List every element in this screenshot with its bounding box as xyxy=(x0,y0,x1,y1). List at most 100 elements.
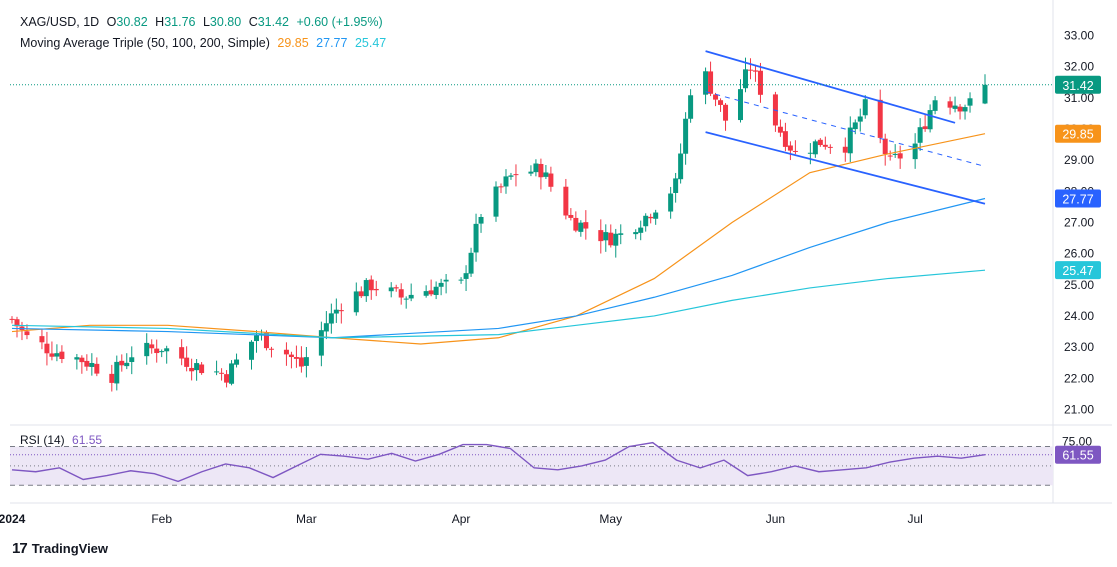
candle-body xyxy=(89,363,95,367)
x-tick-label: 2024 xyxy=(0,512,26,526)
candle-body xyxy=(423,291,429,296)
brand-name: TradingView xyxy=(31,541,109,556)
candle-body xyxy=(917,127,923,143)
axis-label-sma100-text: 27.77 xyxy=(1062,193,1093,207)
candle-body xyxy=(288,354,294,358)
candle-body xyxy=(84,360,90,367)
candle-body xyxy=(94,363,100,374)
candle-body xyxy=(353,291,359,313)
x-tick-label: Jul xyxy=(907,512,922,526)
candle-body xyxy=(368,279,374,291)
tradingview-logo[interactable]: 17 TradingView xyxy=(12,540,108,557)
ma-label[interactable]: Moving Average Triple (50, 100, 200, Sim… xyxy=(20,36,270,50)
ma-line-sma50 xyxy=(11,133,986,345)
candle-body xyxy=(633,232,639,235)
candle-body xyxy=(9,318,15,320)
axis-label-sma200 xyxy=(1055,261,1101,280)
candle-body xyxy=(653,212,659,219)
x-tick-label: Feb xyxy=(151,512,172,526)
candle-body xyxy=(877,99,883,138)
axis-label-sma50-text: 29.85 xyxy=(1062,128,1093,142)
candle-body xyxy=(723,104,729,121)
candle-body xyxy=(179,347,185,359)
ohlc-header: XAG/USD, 1D O30.82 H31.76 L30.80 C31.42 … xyxy=(20,15,387,29)
candle-body xyxy=(608,232,614,246)
candle-body xyxy=(947,101,953,108)
candle-body xyxy=(528,171,534,174)
candle-body xyxy=(253,335,259,342)
candle-body xyxy=(757,70,763,95)
candle-body xyxy=(673,178,679,193)
candle-body xyxy=(957,106,963,112)
candle-body xyxy=(263,332,269,349)
candle-body xyxy=(548,173,554,187)
candle-body xyxy=(927,110,933,130)
candle-body xyxy=(189,367,195,372)
candle-body xyxy=(358,291,364,297)
candle-body xyxy=(219,372,225,374)
candle-body xyxy=(129,357,135,363)
candle-body xyxy=(493,186,499,217)
y-tick-label: 29.00 xyxy=(1064,153,1094,167)
candle-body xyxy=(952,105,958,109)
candle-body xyxy=(14,319,20,327)
candle-body xyxy=(498,186,504,188)
channel-lower-line xyxy=(705,131,986,205)
x-tick-label: Mar xyxy=(296,512,317,526)
candle-body xyxy=(852,122,858,130)
candle-body xyxy=(303,357,309,366)
y-tick-label: 32.00 xyxy=(1064,60,1094,74)
candle-body xyxy=(473,223,479,253)
candle-body xyxy=(603,232,609,241)
rsi-label[interactable]: RSI (14) xyxy=(20,433,65,447)
candle-body xyxy=(922,126,928,130)
ma-header: Moving Average Triple (50, 100, 200, Sim… xyxy=(20,36,390,50)
open-label: O xyxy=(106,15,117,29)
candle-body xyxy=(184,357,190,367)
change-value: +0.60 (+1.95%) xyxy=(296,15,383,29)
candle-body xyxy=(683,118,689,154)
candle-body xyxy=(842,146,848,153)
candle-body xyxy=(892,153,898,155)
candle-body xyxy=(932,100,938,111)
axis-label-sma50 xyxy=(1055,124,1101,143)
rsi-axis-label-text: 61.55 xyxy=(1062,449,1093,463)
candle-body xyxy=(782,131,788,147)
candle-body xyxy=(224,374,230,383)
candle-body xyxy=(199,364,205,374)
candle-body xyxy=(847,127,853,154)
candle-body xyxy=(897,153,903,159)
candles xyxy=(9,57,988,392)
candle-body xyxy=(583,222,589,229)
rsi-value: 61.55 xyxy=(72,433,103,447)
candle-body xyxy=(323,323,329,332)
candle-body xyxy=(159,351,165,353)
candle-body xyxy=(328,313,334,324)
rsi-axis-label xyxy=(1055,445,1101,464)
low-label: L xyxy=(202,15,210,29)
x-tick-label: Apr xyxy=(452,512,471,526)
candle-body xyxy=(688,95,694,119)
candle-body xyxy=(194,363,200,371)
ma50-value: 29.85 xyxy=(277,36,309,50)
candle-body xyxy=(338,310,344,312)
y-tick-label: 31.00 xyxy=(1064,91,1094,105)
candle-body xyxy=(792,150,798,152)
candle-body xyxy=(109,373,115,383)
candle-body xyxy=(463,273,469,279)
channel-upper-line xyxy=(705,50,956,124)
candle-body xyxy=(229,363,235,384)
high-label: H xyxy=(155,15,165,29)
candle-body xyxy=(638,227,644,233)
y-tick-label: 27.00 xyxy=(1064,216,1094,230)
candle-body xyxy=(513,174,519,176)
candle-body xyxy=(568,214,574,218)
y-tick-label: 24.00 xyxy=(1064,309,1094,323)
candle-body xyxy=(827,146,833,148)
candle-body xyxy=(373,288,379,291)
symbol-label[interactable]: XAG/USD, 1D xyxy=(20,15,100,29)
candle-body xyxy=(283,349,289,355)
high-value: 31.76 xyxy=(164,15,196,29)
candle-body xyxy=(164,348,170,352)
